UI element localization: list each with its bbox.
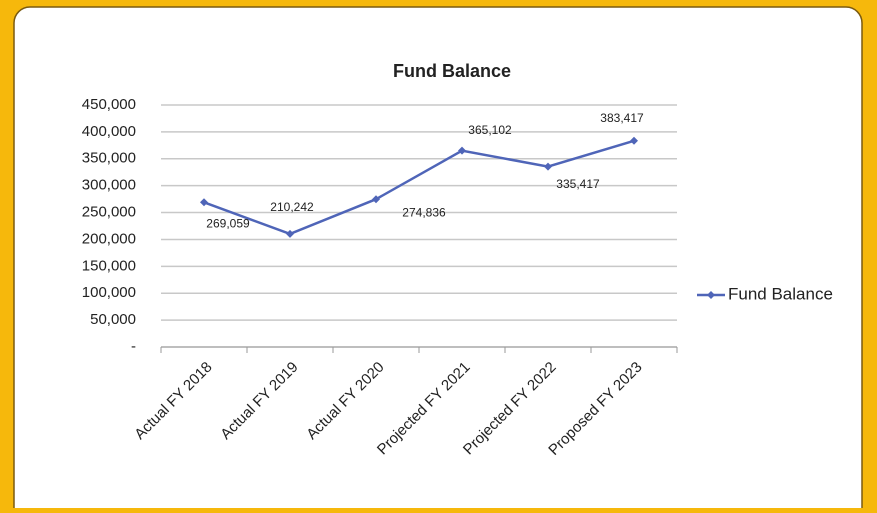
marker bbox=[630, 136, 638, 145]
marker bbox=[544, 162, 552, 171]
y-tick-label: 50,000 bbox=[90, 311, 136, 328]
chart-title: Fund Balance bbox=[393, 61, 511, 81]
y-tick-label: 300,000 bbox=[82, 177, 136, 194]
marker bbox=[200, 198, 208, 207]
marker bbox=[458, 146, 466, 155]
series-line bbox=[203, 139, 635, 236]
data-label: 365,102 bbox=[468, 123, 512, 137]
legend-label: Fund Balance bbox=[728, 284, 833, 303]
y-tick-label: 200,000 bbox=[82, 230, 136, 247]
data-label: 335,417 bbox=[556, 177, 600, 191]
panel bbox=[13, 6, 863, 513]
y-tick-label: 250,000 bbox=[82, 204, 136, 221]
y-tick-label: 400,000 bbox=[82, 123, 136, 140]
data-label: 274,836 bbox=[402, 205, 446, 219]
marker bbox=[372, 195, 380, 204]
y-tick-label: 100,000 bbox=[82, 284, 136, 301]
y-tick-label: - bbox=[131, 338, 136, 355]
y-tick-label: 350,000 bbox=[82, 150, 136, 167]
data-label: 383,417 bbox=[600, 111, 644, 125]
marker bbox=[286, 229, 294, 238]
data-label: 269,059 bbox=[206, 216, 250, 230]
data-label: 210,242 bbox=[270, 200, 314, 214]
y-tick-label: 150,000 bbox=[82, 257, 136, 274]
legend-marker bbox=[707, 291, 715, 299]
y-tick-label: 450,000 bbox=[82, 96, 136, 113]
